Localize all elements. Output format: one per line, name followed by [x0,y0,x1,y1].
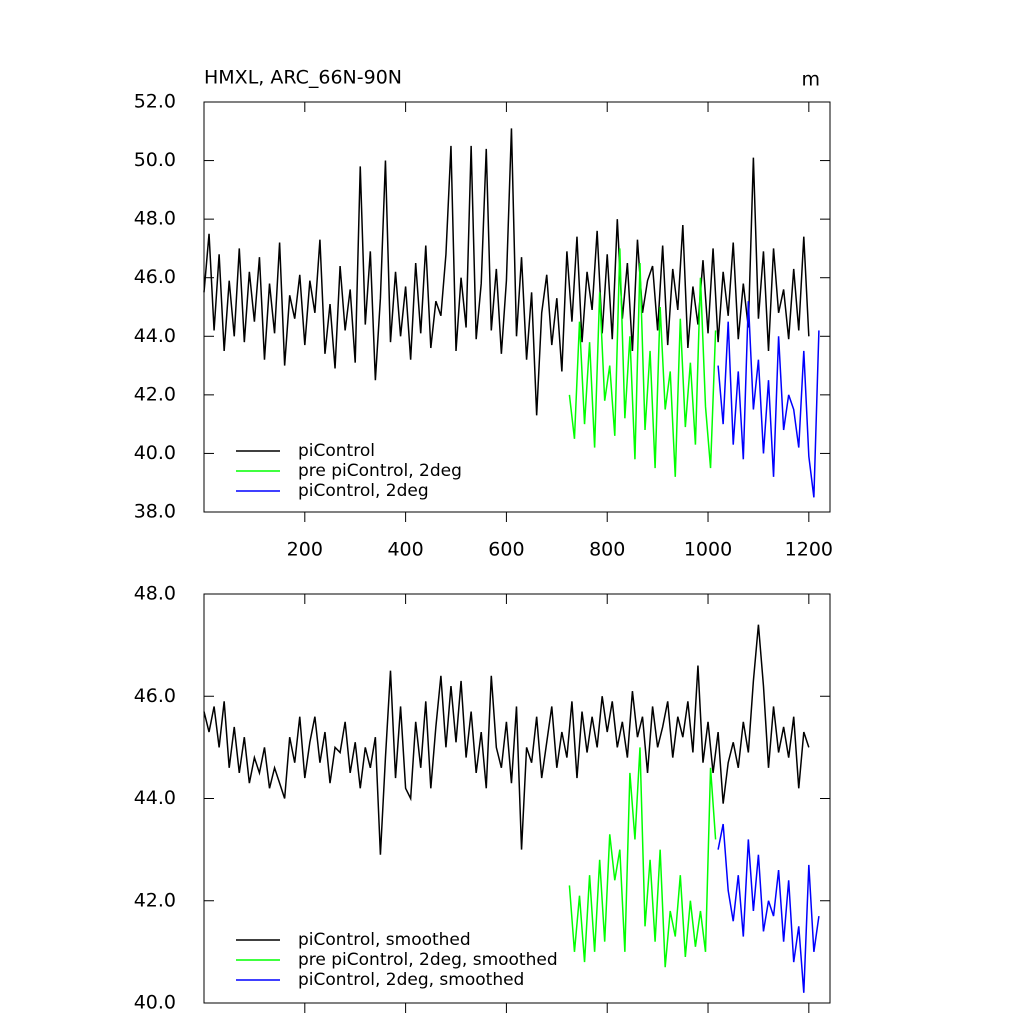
series-line [717,301,820,498]
series-line [568,248,717,477]
legend-label: piControl, 2deg [298,481,429,501]
x-tick-label: 1200 [785,539,833,561]
y-tick-label: 42.0 [134,889,176,911]
series-line [203,128,810,416]
y-tick-label: 48.0 [134,583,176,605]
plot-frame [203,101,831,513]
series-line [568,747,717,968]
legend-label: piControl [298,441,375,461]
y-tick-label: 44.0 [134,787,176,809]
y-tick-label: 46.0 [134,685,176,707]
y-tick-label: 48.0 [134,208,176,230]
series-line [717,823,820,993]
y-tick-label: 40.0 [134,992,176,1014]
y-tick-label: 52.0 [134,91,176,113]
units-label: m [801,69,820,91]
x-tick-label: 800 [589,539,625,561]
y-tick-label: 40.0 [134,442,176,464]
legend-label: piControl, smoothed [298,930,471,950]
y-tick-label: 44.0 [134,325,176,347]
x-tick-label: 200 [287,539,323,561]
y-tick-label: 46.0 [134,266,176,288]
y-tick-label: 38.0 [134,501,176,523]
series-line [203,624,810,855]
x-tick-label: 600 [488,539,524,561]
x-tick-label: 1000 [684,539,732,561]
y-tick-label: 42.0 [134,383,176,405]
y-tick-label: 50.0 [134,149,176,171]
legend-label: pre piControl, 2deg [298,461,462,481]
chart-title: HMXL, ARC_66N-90N [204,67,402,89]
x-tick-label: 400 [387,539,423,561]
legend-label: pre piControl, 2deg, smoothed [298,950,558,970]
legend-label: piControl, 2deg, smoothed [298,970,524,990]
